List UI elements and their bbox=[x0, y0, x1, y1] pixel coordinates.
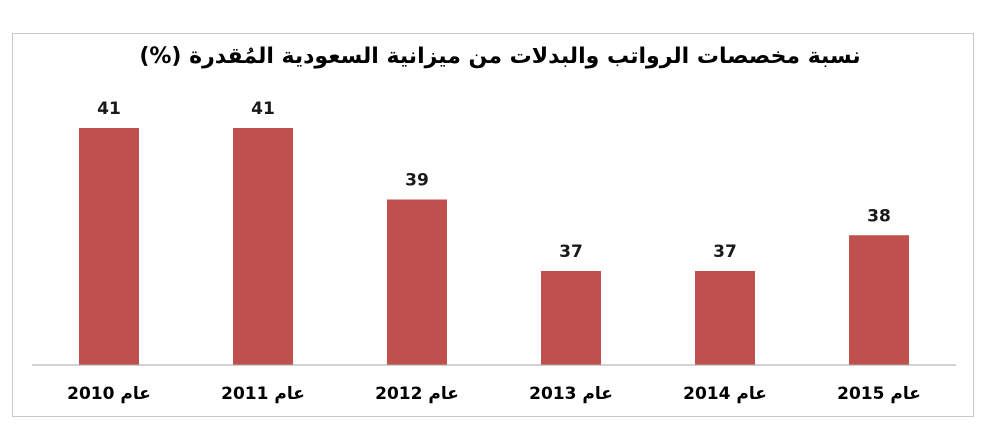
bar-4 bbox=[695, 271, 755, 365]
bar-2 bbox=[387, 199, 447, 365]
chart-title: نسبة مخصصات الرواتب والبدلات من ميزانية … bbox=[139, 44, 861, 69]
category-label-5: عام 2015 bbox=[837, 384, 921, 404]
bar-1 bbox=[233, 128, 293, 365]
data-label-5: 38 bbox=[867, 206, 891, 226]
chart-frame bbox=[12, 33, 974, 417]
category-label-0: عام 2010 bbox=[67, 384, 151, 404]
bar-0 bbox=[79, 128, 139, 365]
labels-group: 41 عام 2010 41 عام 2011 39 عام 2012 37 عام 2013… bbox=[67, 99, 921, 404]
category-label-1: عام 2011 bbox=[221, 384, 305, 404]
data-label-0: 41 bbox=[97, 99, 121, 119]
data-label-4: 37 bbox=[713, 242, 737, 262]
bars-group bbox=[79, 128, 909, 365]
category-label-4: عام 2014 bbox=[683, 384, 767, 404]
data-label-2: 39 bbox=[405, 171, 429, 191]
bar-3 bbox=[541, 271, 601, 365]
bar-5 bbox=[849, 235, 909, 365]
data-label-1: 41 bbox=[251, 99, 275, 119]
data-label-3: 37 bbox=[559, 242, 583, 262]
category-label-3: عام 2013 bbox=[529, 384, 613, 404]
category-label-2: عام 2012 bbox=[375, 384, 459, 404]
